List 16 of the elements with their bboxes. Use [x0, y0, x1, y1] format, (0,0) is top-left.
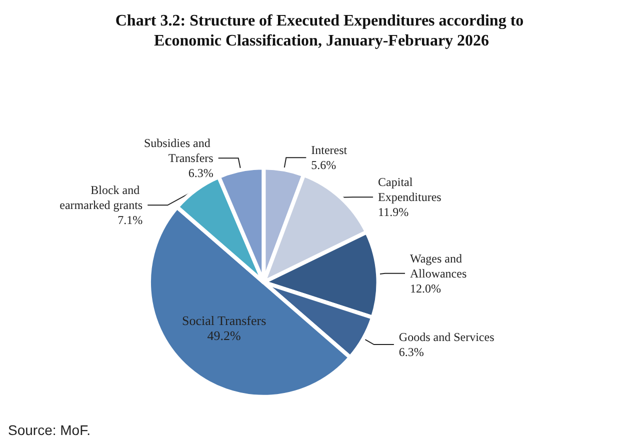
slice-label: Subsidies and Transfers [144, 136, 214, 166]
data-label: 6.3% [188, 166, 214, 180]
chart-title: Chart 3.2: Structure of Executed Expenditures according to Economic Classification, January-February 2026 [115, 12, 528, 50]
slice-label: Goods and Services [398, 330, 495, 344]
slice-label: Wages and Allowances [410, 251, 467, 280]
data-label: 12.0% [410, 281, 441, 296]
source-note: Source: MoF. [8, 422, 90, 438]
slice-label: Capital Expenditures [378, 175, 442, 204]
data-label: 7.1% [118, 213, 143, 228]
data-label: 49.2% [207, 328, 242, 343]
slice-label: Social Transfers [182, 312, 266, 328]
data-label: 6.3% [398, 345, 424, 360]
slice-label: Interest [311, 143, 348, 158]
data-label: 11.9% [378, 205, 409, 220]
slice-label: Block and earmarked grants [60, 183, 143, 212]
data-label: 5.6% [311, 158, 336, 172]
